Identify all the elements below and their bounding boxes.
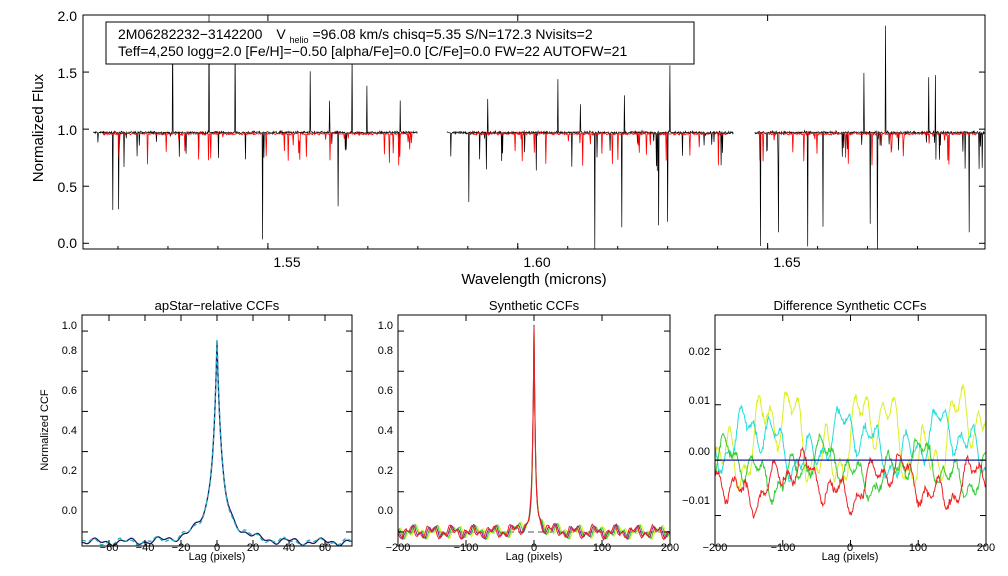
difference-ccf-title: Difference Synthetic CCFs xyxy=(774,298,927,313)
synthetic-ccf-title: Synthetic CCFs xyxy=(489,298,580,313)
difference-ccf-diff-2 xyxy=(714,405,987,483)
spec-ytick-label-0: 0.0 xyxy=(58,235,78,251)
spectrum-ticks xyxy=(83,14,985,249)
synthetic-ccf-lines xyxy=(397,324,671,542)
observed-chip-2 xyxy=(754,25,986,250)
c2-xtick-0: −200 xyxy=(386,542,411,554)
c2-ytick-3: 0.6 xyxy=(378,385,393,397)
difference-ccf-x-title: Lag (pixels) xyxy=(822,551,879,563)
spec-ytick-label-1: 0.5 xyxy=(58,179,78,195)
spec-ytick-label-2: 1.0 xyxy=(58,122,78,138)
model-segment-2 xyxy=(757,130,978,166)
c3-ytick-0: −0.01 xyxy=(682,495,710,507)
c2-ytick-5: 1.0 xyxy=(378,320,393,332)
apstar-ccf-title: apStar−relative CCFs xyxy=(155,298,280,313)
c1-xtick-1: −40 xyxy=(136,542,155,554)
apstar-ccf-lines xyxy=(81,339,353,547)
c1-ytick-2: 0.4 xyxy=(62,425,77,437)
c2-ytick-4: 0.8 xyxy=(378,345,393,357)
c1-xtick-4: 20 xyxy=(247,542,259,554)
apstar-ccf-y-title: Normalized CCF xyxy=(39,389,51,471)
synthetic-ccf-frame xyxy=(397,314,671,547)
info-line-1: 2M06282232−3142200 V helio =96.08 km/s c… xyxy=(118,26,593,46)
spec-ytick-label-4: 2.0 xyxy=(58,8,78,24)
c2-xtick-3: 100 xyxy=(593,542,611,554)
apstar-ccf-ticks xyxy=(82,315,352,546)
spectrum-frame xyxy=(82,14,986,250)
synthetic-ccf-ticks xyxy=(397,315,671,546)
model-spectrum xyxy=(102,130,978,166)
c3-ytick-1: 0.00 xyxy=(689,446,710,458)
c2-xtick-4: 200 xyxy=(661,542,679,554)
c2-ytick-0: 0.0 xyxy=(378,505,393,517)
observed-chip-1 xyxy=(446,65,734,250)
synthetic-ccf-x-title: Lag (pixels) xyxy=(506,551,563,563)
info-line-2: Teff=4,250 logg=2.0 [Fe/H]=−0.50 [alpha/… xyxy=(118,43,627,59)
c1-xtick-2: −20 xyxy=(172,542,191,554)
difference-ccf-frame xyxy=(714,314,987,547)
spec-y-axis-title: Normalized Flux xyxy=(30,73,47,182)
c3-xtick-4: 200 xyxy=(977,542,995,554)
c1-ytick-1: 0.2 xyxy=(62,465,77,477)
c1-xtick-5: 40 xyxy=(283,542,295,554)
vhelio-symbol: V xyxy=(276,26,286,42)
c1-xtick-6: 60 xyxy=(319,542,331,554)
c2-ytick-1: 0.2 xyxy=(378,465,393,477)
info-line-1-rest: =96.08 km/s chisq=5.35 S/N=172.3 Nvisits… xyxy=(312,26,592,42)
c2-xtick-1: −100 xyxy=(454,542,479,554)
c1-xtick-0: −60 xyxy=(100,542,119,554)
synthetic-ccf-panel: Synthetic CCFs Lag (pixels) −200 −100 0 … xyxy=(378,298,679,563)
c3-xtick-3: 100 xyxy=(909,542,927,554)
c1-ytick-0: 0.0 xyxy=(62,505,77,517)
c1-ytick-3: 0.6 xyxy=(62,385,77,397)
difference-ccf-diff-3 xyxy=(714,432,987,505)
spec-xtick-label-2: 1.65 xyxy=(773,254,800,270)
spec-ytick-label-3: 1.5 xyxy=(58,65,78,81)
synthetic-ccf-visit-4 xyxy=(397,327,671,542)
apstar-ccf-visit-1 xyxy=(82,341,352,547)
info-box xyxy=(105,21,695,65)
model-segment-1 xyxy=(467,130,728,166)
star-id: 2M06282232−3142200 xyxy=(118,26,263,42)
observed-spectrum xyxy=(92,14,986,250)
c2-ytick-2: 0.4 xyxy=(378,425,393,437)
difference-ccf-panel: Difference Synthetic CCFs Lag (pixels) −… xyxy=(682,298,995,563)
c3-xtick-1: −100 xyxy=(771,542,796,554)
observed-chip-0 xyxy=(92,14,418,240)
apstar-ccf-visit-2 xyxy=(81,339,353,547)
difference-ccf-diff-1 xyxy=(714,383,987,492)
difference-ccf-diff-4 xyxy=(714,446,987,519)
c3-xtick-2: 0 xyxy=(847,542,853,554)
spectrum-plot-area xyxy=(92,14,986,250)
apstar-ccf-panel: apStar−relative CCFs Lag (pixels) Normal… xyxy=(39,298,353,563)
model-segment-0 xyxy=(102,130,413,166)
difference-ccf-lines xyxy=(714,383,987,519)
c3-ytick-2: 0.01 xyxy=(689,395,710,407)
c3-ytick-3: 0.02 xyxy=(689,346,710,358)
c1-ytick-4: 0.8 xyxy=(62,345,77,357)
spec-xtick-label-1: 1.60 xyxy=(523,254,550,270)
c3-xtick-0: −200 xyxy=(703,542,728,554)
c2-xtick-2: 0 xyxy=(531,542,537,554)
spec-xtick-label-0: 1.55 xyxy=(273,254,300,270)
apstar-ccf-frame xyxy=(81,314,353,547)
spectrum-panel: 1.55 1.60 1.65 0.0 0.5 1.0 1.5 2.0 Wavel… xyxy=(30,8,986,288)
c1-xtick-3: 0 xyxy=(214,542,220,554)
c1-ytick-5: 1.0 xyxy=(62,320,77,332)
spec-x-axis-title: Wavelength (microns) xyxy=(461,271,606,288)
vhelio-subscript: helio xyxy=(290,35,309,45)
apstar-ccf-x-title: Lag (pixels) xyxy=(189,551,246,563)
